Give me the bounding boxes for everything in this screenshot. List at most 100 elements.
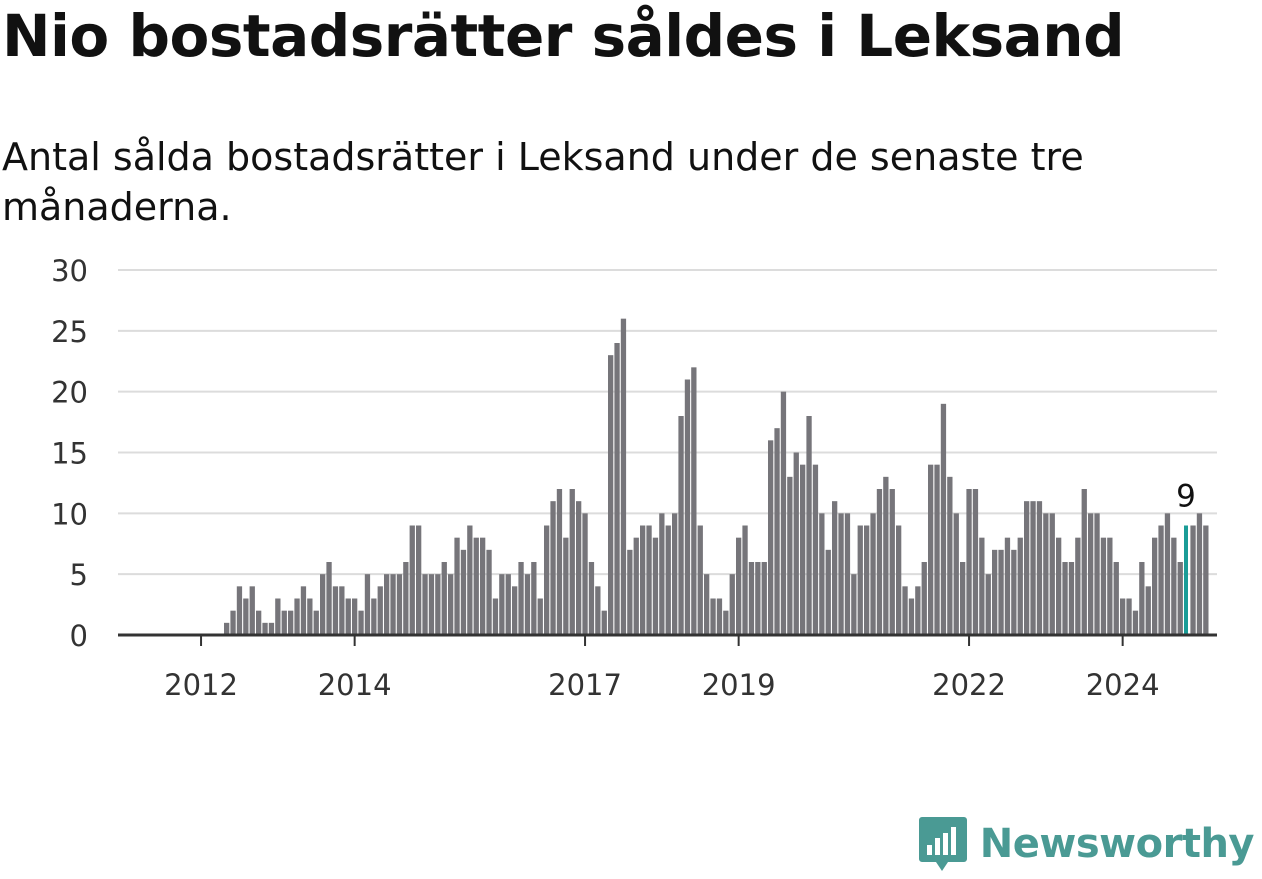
bar xyxy=(486,549,492,635)
bar xyxy=(467,525,473,635)
bar xyxy=(921,562,927,635)
bar xyxy=(710,598,716,635)
bar xyxy=(352,598,358,635)
bar xyxy=(518,562,524,635)
bar xyxy=(876,489,883,635)
bar xyxy=(1056,537,1062,635)
bar xyxy=(576,501,582,635)
bar xyxy=(403,562,409,635)
bar xyxy=(800,464,806,635)
bar xyxy=(691,367,697,635)
bar xyxy=(275,598,281,635)
bar xyxy=(588,562,595,635)
bar xyxy=(953,513,959,635)
bar xyxy=(441,562,447,635)
bar xyxy=(838,513,844,635)
bar xyxy=(1184,525,1188,635)
bar xyxy=(1036,501,1043,635)
bar xyxy=(652,537,659,635)
bar xyxy=(332,586,339,635)
bar xyxy=(896,525,902,635)
bar xyxy=(505,574,511,635)
bar xyxy=(294,598,300,635)
brand-name: Newsworthy xyxy=(979,821,1255,867)
bar xyxy=(569,489,575,635)
bar xyxy=(268,622,275,635)
bar xyxy=(774,428,780,635)
bar-chart: 0 5 10 15 20 25 30 2012 2014 2017 2019 2022 2024 9 xyxy=(51,254,1217,702)
bar xyxy=(1049,513,1055,635)
bar xyxy=(448,574,454,635)
x-tick-label: 2019 xyxy=(702,668,776,702)
bar xyxy=(531,562,537,635)
y-tick-label: 25 xyxy=(51,315,88,349)
bar xyxy=(307,598,313,635)
y-tick-label: 5 xyxy=(70,558,88,592)
bar xyxy=(524,574,531,635)
bar xyxy=(1196,513,1203,635)
bar xyxy=(947,476,953,635)
bar xyxy=(1158,525,1164,635)
y-tick-label: 15 xyxy=(51,437,88,471)
bar xyxy=(966,489,972,635)
bar xyxy=(435,574,441,635)
bar xyxy=(1030,501,1036,635)
annotations: 9 xyxy=(1176,479,1196,515)
bar xyxy=(364,574,371,635)
bar xyxy=(1203,525,1209,635)
bar xyxy=(992,549,998,635)
bar xyxy=(1024,501,1030,635)
x-tick-label: 2022 xyxy=(932,668,1006,702)
bar xyxy=(288,610,294,635)
bar xyxy=(1190,525,1196,635)
bar xyxy=(659,513,665,635)
bar xyxy=(1043,513,1049,635)
bar xyxy=(300,586,307,635)
bar xyxy=(960,562,966,635)
bar xyxy=(1126,598,1132,635)
x-tick-label: 2024 xyxy=(1086,668,1160,702)
bar xyxy=(1094,513,1100,635)
bar xyxy=(697,525,703,635)
chart-subtitle: Antal sålda bostadsrätter i Leksand unde… xyxy=(2,135,1084,229)
bar xyxy=(979,537,985,635)
bar xyxy=(665,525,671,635)
bar xyxy=(704,574,710,635)
bar xyxy=(256,610,262,635)
bar xyxy=(313,610,319,635)
bar xyxy=(377,586,383,635)
bar xyxy=(480,537,486,635)
bar xyxy=(358,610,364,635)
bar xyxy=(972,489,979,635)
bar xyxy=(934,464,940,635)
bar xyxy=(768,440,774,635)
bar xyxy=(326,562,332,635)
bar xyxy=(1145,586,1151,635)
bar xyxy=(492,598,499,635)
bar xyxy=(672,513,678,635)
bar xyxy=(1164,513,1171,635)
bar xyxy=(864,525,870,635)
y-tick-label: 30 xyxy=(51,254,88,288)
bar xyxy=(371,598,377,635)
bar xyxy=(473,537,479,635)
bar xyxy=(780,391,787,635)
newsworthy-logo-icon xyxy=(918,817,967,871)
x-axis xyxy=(118,633,1217,646)
bar xyxy=(601,610,607,635)
bar xyxy=(460,549,467,635)
bar xyxy=(320,574,326,635)
bar xyxy=(582,513,588,635)
bar xyxy=(556,489,563,635)
bar xyxy=(1113,562,1119,635)
bar xyxy=(640,525,646,635)
bar xyxy=(230,610,236,635)
bar xyxy=(544,525,550,635)
bar xyxy=(339,586,345,635)
bar xyxy=(812,464,819,635)
bar xyxy=(1152,537,1158,635)
bar xyxy=(729,574,735,635)
bar xyxy=(889,489,895,635)
data-label: 9 xyxy=(1176,479,1196,515)
bar xyxy=(832,501,838,635)
